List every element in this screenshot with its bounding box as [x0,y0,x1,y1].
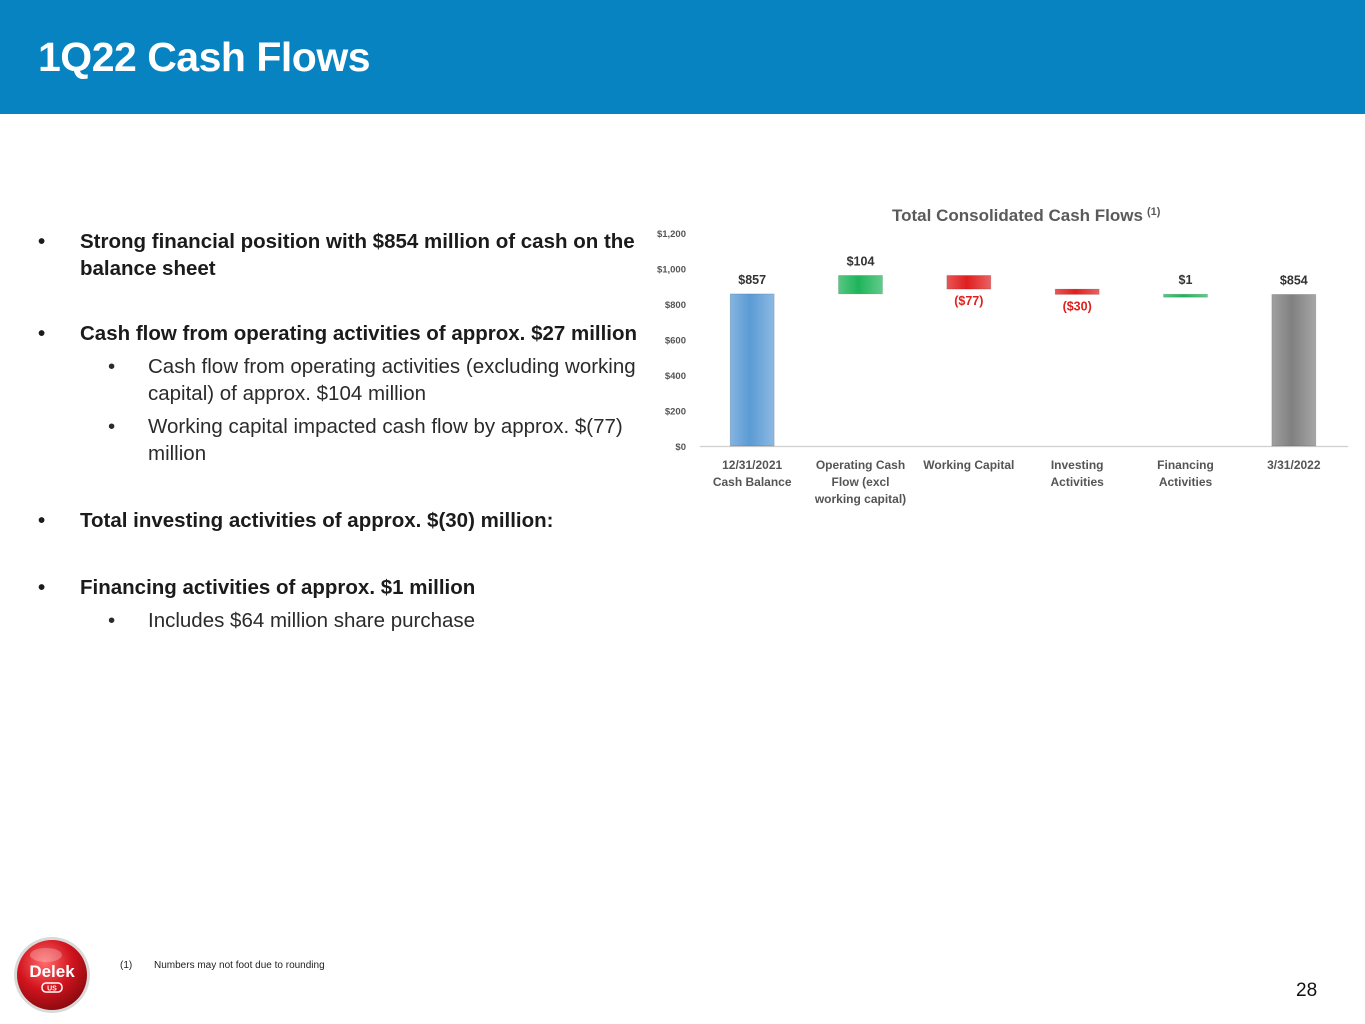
y-tick-label: $400 [665,371,686,382]
y-tick-label: $1,000 [657,265,686,276]
bullet-item: • Financing activities of approx. $1 mill… [38,574,638,601]
bullet-text: Strong financial position with $854 mill… [80,230,635,280]
data-label: ($30) [1063,299,1092,313]
category-label: Activities [1159,475,1213,489]
waterfall-bar [946,275,992,290]
waterfall-bar [1054,288,1100,295]
category-label: Flow (excl [831,475,889,489]
waterfall-chart: Total Consolidated Cash Flows (1) $0 $200 $4… [640,195,1350,525]
category-label: Financing [1157,458,1214,472]
category-label: Operating Cash [816,458,905,472]
sub-bullet-glyph: • [108,609,116,632]
sub-bullet-text: Includes $64 million share purchase [148,609,476,632]
bullet-text: Total investing activities of approx. $(… [80,509,554,532]
footnote-number: (1) [120,960,133,971]
sub-bullet-item: • Includes $64 million share purchase [38,607,638,634]
logo-subtext: US [47,986,57,993]
chart-title: Total Consolidated Cash Flows (1) [892,206,1161,225]
bullet-item: • Total investing activities of approx. $… [38,507,638,534]
category-label: Investing [1051,458,1104,472]
category-label: 3/31/2022 [1267,458,1321,472]
bullet-text: Cash flow from operating activities of a… [80,322,638,345]
bullet-glyph: • [38,230,46,253]
bullet-text: Financing activities of approx. $1 milli… [80,576,476,599]
category-label: working capital) [814,492,906,506]
delek-logo: Delek US [12,935,92,1015]
sub-bullet-item: • Working capital impacted cash flow by a… [38,413,638,467]
sub-bullet-text: Working capital impacted cash flow by ap… [148,415,623,465]
data-label: ($77) [954,294,983,308]
waterfall-bar [838,275,883,295]
y-tick-label: $200 [665,407,686,418]
y-tick-label: $1,200 [657,229,686,240]
data-label: $104 [847,254,875,268]
data-label: $854 [1280,273,1308,287]
waterfall-bar [1271,294,1317,447]
sub-bullet-item: • Cash flow from operating activities (ex… [38,353,638,407]
bullet-item: • Cash flow from operating activities of … [38,320,638,347]
category-label: Activities [1050,475,1104,489]
category-label: Cash Balance [713,475,792,489]
waterfall-bar [1163,293,1208,298]
category-label: 12/31/2021 [722,458,782,472]
bullet-glyph: • [38,509,46,532]
bullet-list: • Strong financial position with $854 mil… [38,228,638,634]
data-label: $857 [738,273,766,287]
bullet-glyph: • [38,322,46,345]
waterfall-bar [729,293,775,447]
bullet-item: • Strong financial position with $854 mil… [38,228,638,282]
y-tick-label: $800 [665,300,686,311]
footnote: (1) Numbers may not foot due to rounding [120,960,325,971]
slide-header: 1Q22 Cash Flows [0,0,1365,114]
category-label: Working Capital [923,458,1014,472]
y-tick-label: $600 [665,336,686,347]
data-label: $1 [1179,273,1193,287]
footnote-text: Numbers may not foot due to rounding [154,960,325,971]
sub-bullet-glyph: • [108,415,116,438]
page-number: 28 [1296,980,1318,1001]
logo-text: Delek [29,962,75,981]
y-tick-label: $0 [675,442,686,453]
page-title: 1Q22 Cash Flows [38,34,371,80]
sub-bullet-text: Cash flow from operating activities (exc… [148,355,636,405]
bullet-glyph: • [38,576,46,599]
chart-svg: Total Consolidated Cash Flows (1) $0 $200 $4… [657,206,1348,506]
sub-bullet-glyph: • [108,355,116,378]
